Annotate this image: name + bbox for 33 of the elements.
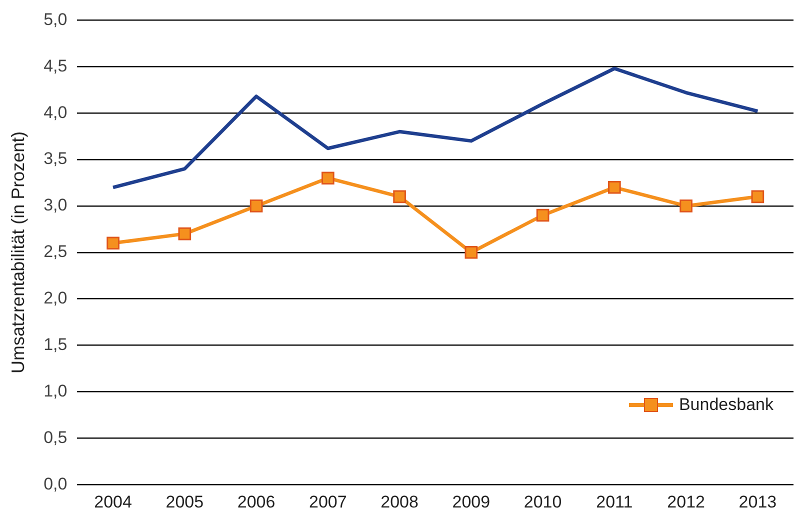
point: [178, 227, 192, 240]
x-tick-label: 2013: [738, 492, 777, 512]
x-tick-label: 2008: [380, 492, 418, 512]
point: [393, 190, 406, 204]
y-tick-label: 0,0: [44, 474, 68, 494]
y-tick-label: 2,5: [44, 242, 68, 262]
point: [106, 236, 120, 250]
x-tick-label: 2004: [94, 492, 132, 512]
x-tick-label: 2007: [309, 492, 347, 512]
y-tick-label: 4,5: [44, 56, 68, 76]
y-tick-label: 2,0: [44, 288, 68, 308]
y-tick-label: 0,5: [44, 428, 68, 447]
y-tick-label: 1,0: [44, 381, 68, 400]
y-axis-title: Umsatzrentabilität (in Prozent): [8, 131, 28, 374]
x-tick-label: 2006: [237, 492, 276, 512]
y-tick-label: 4,0: [44, 102, 68, 122]
x-tick-label: 2010: [524, 492, 562, 512]
y-tick-label: 3,0: [44, 196, 68, 215]
point: [322, 172, 334, 185]
point: [751, 190, 764, 204]
legend-label: Bundesbank: [678, 394, 774, 415]
y-tick-label: 5,0: [44, 10, 68, 29]
point: [464, 246, 478, 259]
x-tick-label: 2011: [596, 492, 633, 512]
point: [608, 180, 621, 194]
y-tick-label: 3,5: [44, 149, 68, 168]
y-tick-label: 1,5: [44, 334, 68, 354]
x-tick-label: 2012: [667, 492, 705, 512]
x-tick-label: 2009: [452, 492, 490, 512]
point: [680, 200, 692, 212]
point: [250, 200, 263, 212]
point: [536, 208, 550, 222]
x-tick-label: 2005: [166, 492, 204, 512]
